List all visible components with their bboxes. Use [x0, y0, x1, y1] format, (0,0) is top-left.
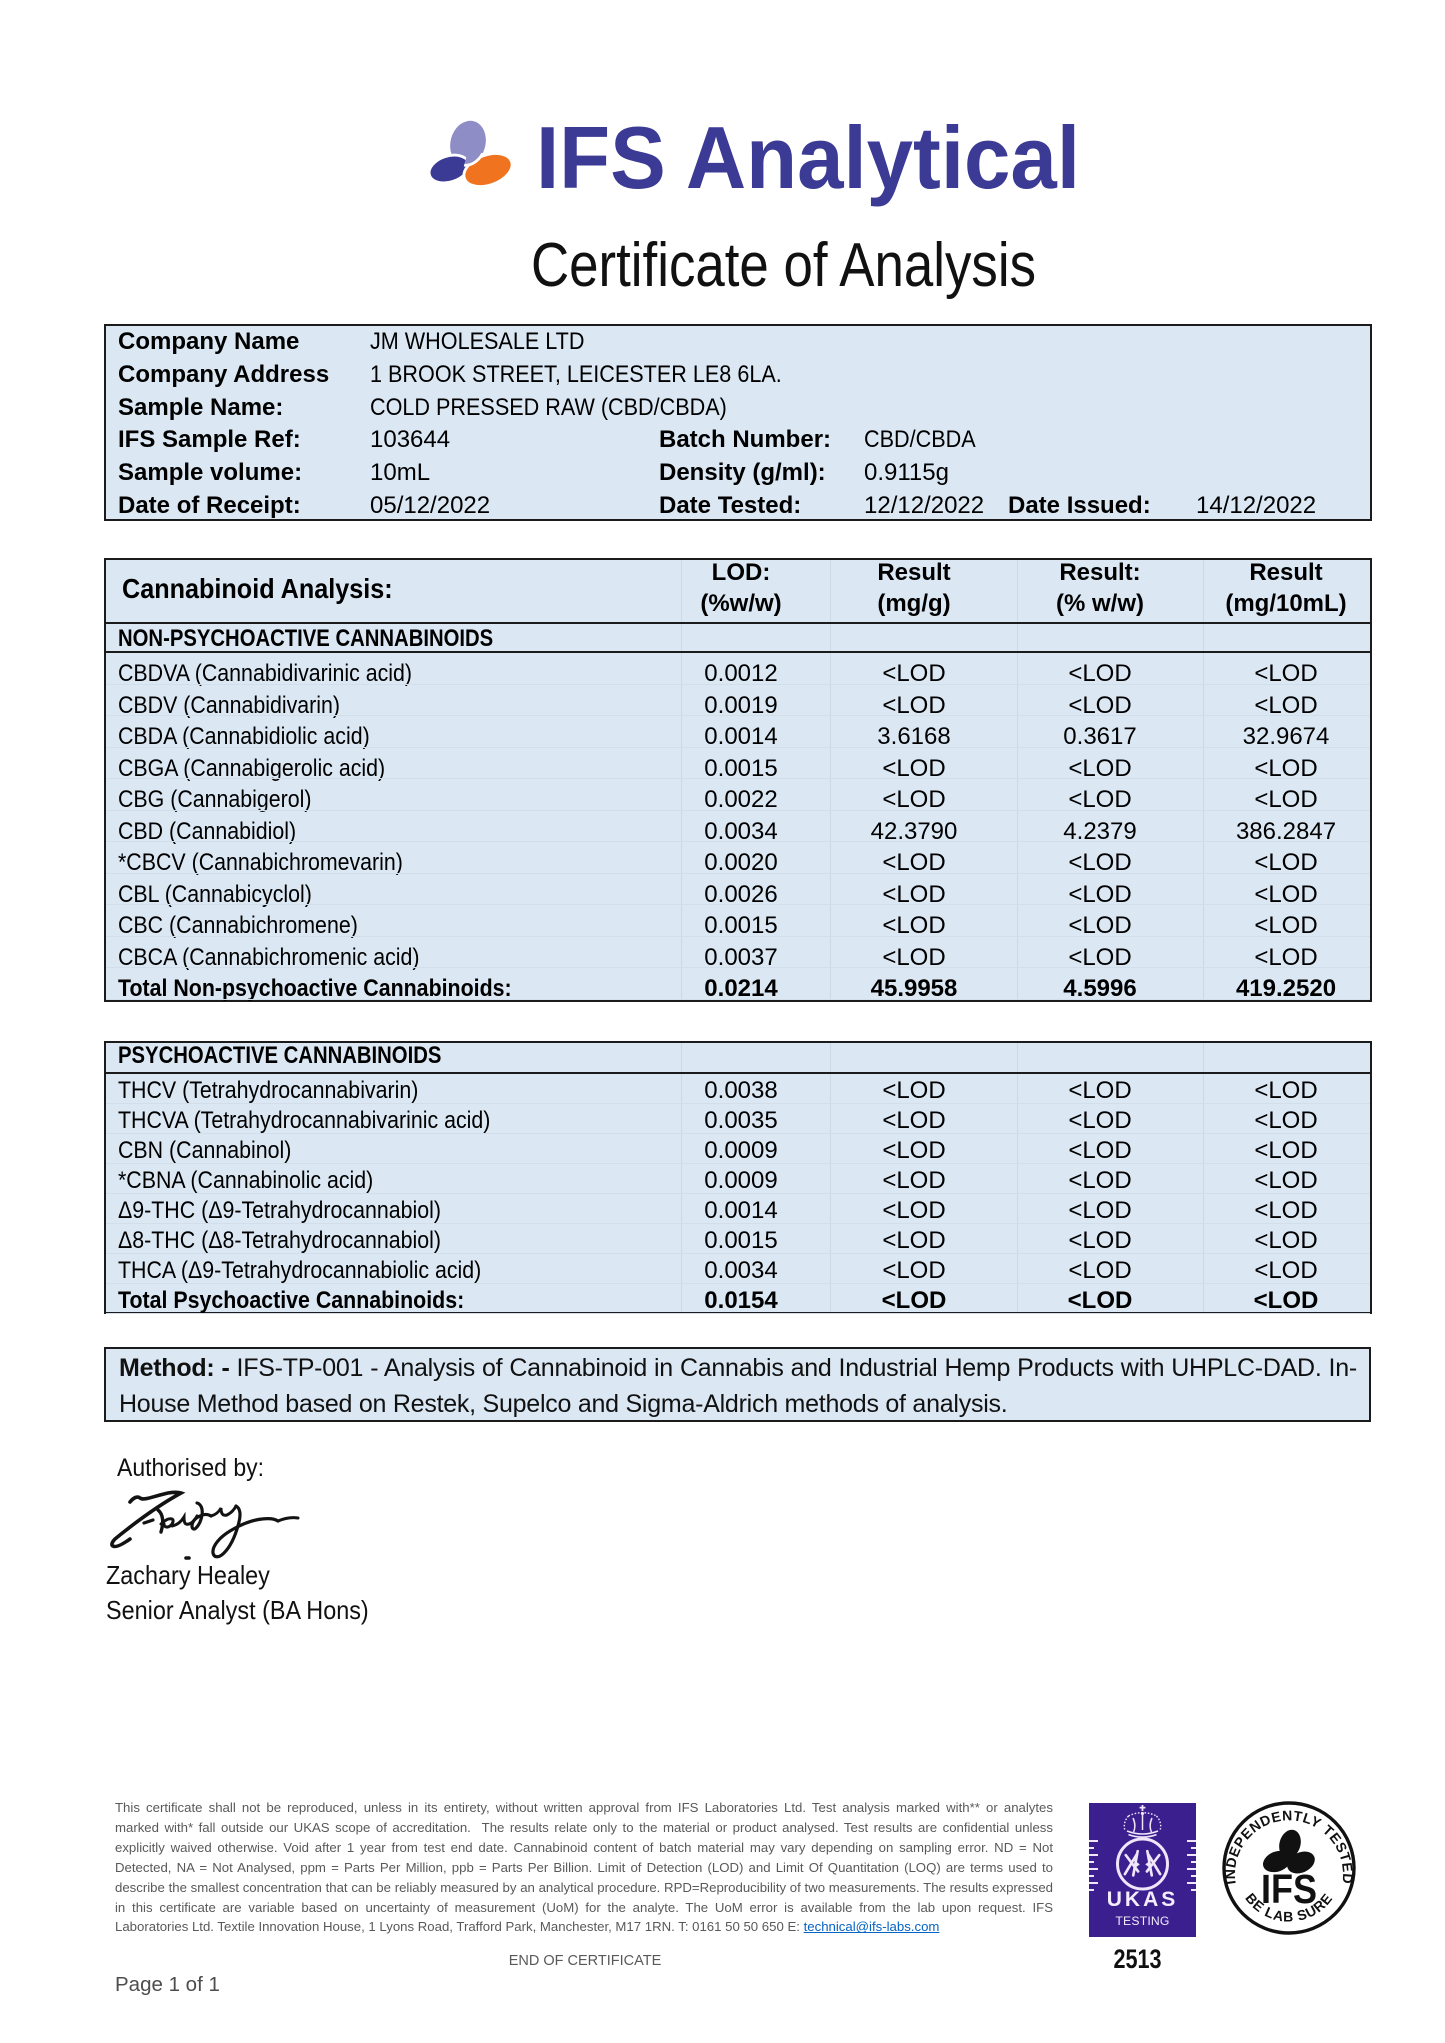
svg-text:TESTING: TESTING — [1115, 1914, 1169, 1928]
svg-text:Certificate of Analysis: Certificate of Analysis — [531, 231, 1036, 300]
svg-text:IFS Analytical: IFS Analytical — [536, 108, 1080, 207]
svg-text:IFS: IFS — [1261, 1866, 1317, 1912]
svg-text:UKAS: UKAS — [1107, 1888, 1179, 1911]
